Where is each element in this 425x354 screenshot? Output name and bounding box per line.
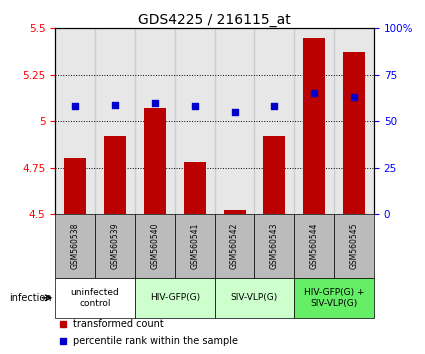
Bar: [55, 28, 95, 214]
Text: HIV-GFP(G): HIV-GFP(G): [150, 293, 200, 302]
Bar: [334, 28, 374, 214]
Bar: [135, 28, 175, 214]
Point: [231, 109, 238, 115]
Point: [191, 103, 198, 109]
Bar: [294, 214, 334, 278]
Text: GSM560541: GSM560541: [190, 223, 199, 269]
Bar: [55, 214, 95, 278]
Bar: [135, 278, 215, 318]
Text: GSM560538: GSM560538: [71, 223, 79, 269]
Point: [151, 100, 158, 105]
Bar: [144, 108, 166, 214]
Bar: [215, 28, 255, 214]
Point: [72, 103, 79, 109]
Bar: [334, 214, 374, 278]
Text: HIV-GFP(G) +
SIV-VLP(G): HIV-GFP(G) + SIV-VLP(G): [304, 288, 364, 308]
Bar: [64, 159, 86, 214]
Text: transformed count: transformed count: [73, 319, 164, 329]
Point: [112, 102, 119, 107]
Bar: [95, 28, 135, 214]
Text: uninfected
control: uninfected control: [71, 288, 119, 308]
Text: GSM560540: GSM560540: [150, 223, 159, 269]
Bar: [343, 52, 365, 214]
Text: SIV-VLP(G): SIV-VLP(G): [231, 293, 278, 302]
Bar: [224, 210, 246, 214]
Title: GDS4225 / 216115_at: GDS4225 / 216115_at: [138, 13, 291, 27]
Point: [311, 91, 317, 96]
Point: [351, 94, 357, 100]
Text: GSM560542: GSM560542: [230, 223, 239, 269]
Text: percentile rank within the sample: percentile rank within the sample: [73, 336, 238, 346]
Text: GSM560539: GSM560539: [110, 223, 119, 269]
Bar: [255, 28, 294, 214]
Text: GSM560544: GSM560544: [310, 223, 319, 269]
Bar: [184, 162, 206, 214]
Bar: [175, 28, 215, 214]
Text: GSM560545: GSM560545: [350, 223, 359, 269]
Text: infection: infection: [9, 293, 51, 303]
Bar: [303, 38, 325, 214]
Bar: [294, 278, 374, 318]
Bar: [215, 278, 294, 318]
Bar: [55, 278, 135, 318]
Bar: [175, 214, 215, 278]
Bar: [104, 136, 126, 214]
Point: [271, 103, 278, 109]
Bar: [294, 28, 334, 214]
Bar: [95, 214, 135, 278]
Text: GSM560543: GSM560543: [270, 223, 279, 269]
Bar: [264, 136, 285, 214]
Bar: [215, 214, 255, 278]
Bar: [255, 214, 294, 278]
Bar: [135, 214, 175, 278]
